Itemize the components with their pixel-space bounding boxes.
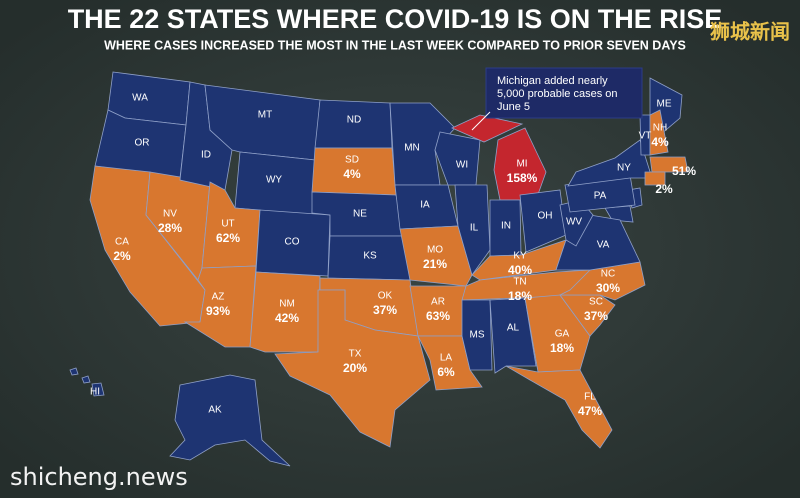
annotation-box [485, 67, 643, 119]
state-abbr: NH [653, 123, 667, 134]
state-change: 28% [158, 221, 182, 235]
annotation-line: June 5 [497, 101, 530, 113]
state-abbr: AL [507, 323, 520, 334]
state-abbr: NV [163, 209, 177, 220]
state-change: 37% [373, 303, 397, 317]
state-abbr: UT [221, 219, 234, 230]
state [169, 374, 291, 467]
state-abbr: MT [258, 110, 272, 121]
state-abbr: MI [516, 159, 527, 170]
state-abbr: SD [345, 155, 359, 166]
state-abbr: NC [601, 269, 615, 280]
states [69, 71, 689, 467]
annotation-pointer [471, 111, 491, 131]
state [649, 156, 689, 173]
state-abbr: SC [589, 297, 603, 308]
state-abbr: TX [349, 349, 362, 360]
state-abbr: KS [363, 251, 377, 262]
state [644, 171, 666, 186]
state-abbr: OK [378, 291, 393, 302]
state-change: 2% [655, 182, 673, 196]
state-abbr: ID [201, 150, 211, 161]
state [461, 299, 493, 371]
state-abbr: IA [420, 200, 430, 211]
state-abbr: NE [353, 209, 367, 220]
state-change: 4% [651, 135, 669, 149]
state-abbr: WA [132, 93, 148, 104]
annotation-line: Michigan added nearly [497, 75, 608, 87]
state-abbr: OH [538, 211, 553, 222]
state-change: 158% [507, 171, 538, 185]
state-change: 18% [508, 289, 532, 303]
state [489, 297, 537, 374]
watermark-cn: 狮城新闻 [710, 20, 790, 44]
state-abbr: MN [404, 143, 420, 154]
state [399, 225, 473, 287]
state-abbr: WY [266, 175, 282, 186]
state-change: 40% [508, 263, 532, 277]
state-change: 63% [426, 309, 450, 323]
state-change: 93% [206, 304, 230, 318]
state-abbr: FL [584, 392, 596, 403]
state-abbr: PA [594, 191, 607, 202]
state-abbr: IN [501, 221, 511, 232]
state-change: 21% [423, 257, 447, 271]
state-change: 37% [584, 309, 608, 323]
state-abbr: CA [115, 237, 129, 248]
state-change: 51% [672, 164, 696, 178]
state-abbr: NY [617, 163, 631, 174]
state-change: 6% [437, 365, 455, 379]
state-abbr: HI [90, 387, 100, 398]
state-abbr: TN [513, 277, 526, 288]
state-abbr: WV [566, 217, 582, 228]
state [505, 365, 613, 449]
state-abbr: LA [440, 353, 453, 364]
state [249, 271, 321, 353]
state-abbr: AZ [212, 292, 225, 303]
state-abbr: AK [208, 405, 222, 416]
state-change: 4% [343, 167, 361, 181]
state [274, 289, 431, 448]
subtitle: WHERE CASES INCREASED THE MOST IN THE LA… [104, 38, 686, 52]
state-abbr: NM [279, 299, 295, 310]
state-change: 62% [216, 231, 240, 245]
state-abbr: AR [431, 297, 445, 308]
state-abbr: WI [456, 160, 468, 171]
state [454, 184, 491, 276]
state-change: 42% [275, 311, 299, 325]
watermark-url: shicheng.news [10, 463, 188, 491]
state-change: 18% [550, 341, 574, 355]
state-abbr: IL [470, 223, 479, 234]
annotation-line: 5,000 probable cases on [497, 88, 617, 100]
state-abbr: MS [470, 330, 485, 341]
state-abbr: CO [285, 237, 300, 248]
state-abbr: ND [347, 115, 361, 126]
state-change: 20% [343, 361, 367, 375]
state-abbr: MO [427, 245, 443, 256]
state-change: 2% [113, 249, 131, 263]
state-abbr: GA [555, 329, 570, 340]
state-change: 47% [578, 404, 602, 418]
state-abbr: OR [135, 138, 150, 149]
state-abbr: VA [597, 240, 610, 251]
state-change: 30% [596, 281, 620, 295]
state-abbr: VT [639, 131, 652, 142]
title: THE 22 STATES WHERE COVID-19 IS ON THE R… [68, 4, 723, 34]
labels: WAORCA2%NV28%IDMTWYUT62%AZ93%CONM42%NDSD… [90, 93, 696, 419]
state [69, 367, 105, 397]
state-abbr: ME [657, 99, 672, 110]
state [649, 109, 669, 156]
state-abbr: KY [513, 251, 527, 262]
